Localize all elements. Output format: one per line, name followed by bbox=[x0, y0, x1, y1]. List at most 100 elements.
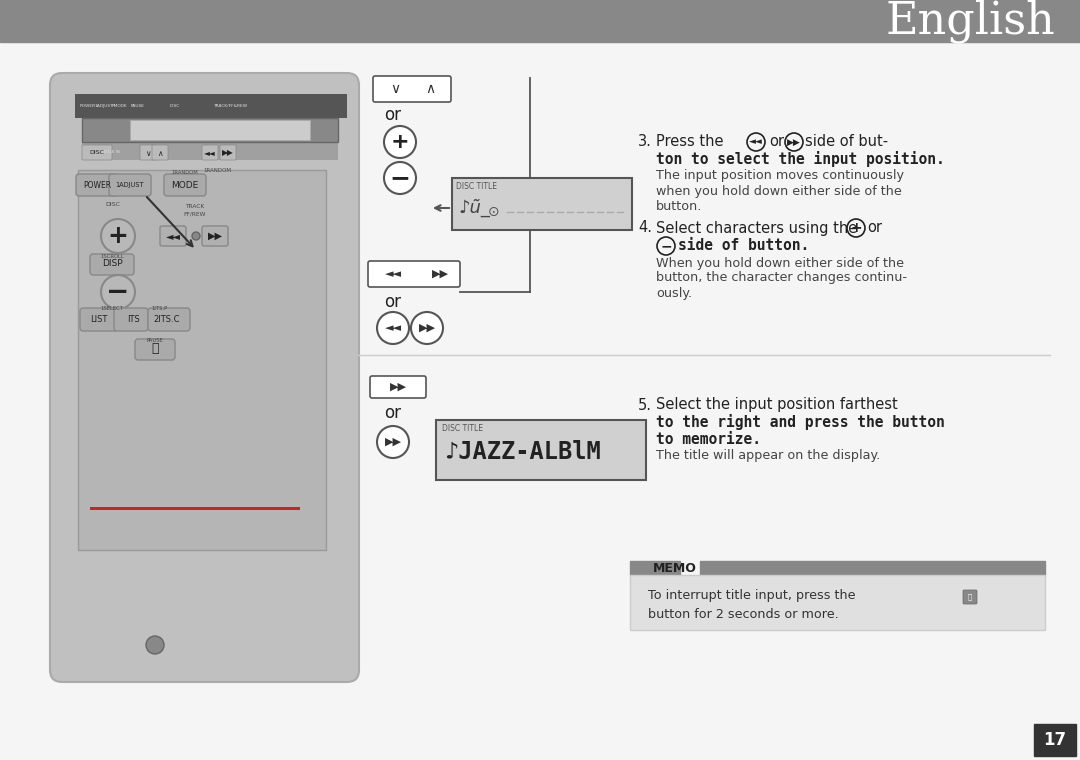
Circle shape bbox=[384, 126, 416, 158]
Text: TRACK: TRACK bbox=[186, 204, 204, 210]
Text: ▶▶: ▶▶ bbox=[222, 148, 234, 157]
Circle shape bbox=[146, 636, 164, 654]
FancyBboxPatch shape bbox=[76, 174, 118, 196]
Text: +: + bbox=[108, 224, 129, 248]
Text: ton to select the input position.: ton to select the input position. bbox=[656, 151, 945, 167]
Text: ∧: ∧ bbox=[158, 148, 163, 157]
Text: Select the input position farthest: Select the input position farthest bbox=[656, 397, 897, 413]
FancyBboxPatch shape bbox=[164, 174, 206, 196]
Text: ♪JAZZ-ALBlM: ♪JAZZ-ALBlM bbox=[444, 440, 600, 464]
FancyBboxPatch shape bbox=[160, 226, 186, 246]
Bar bbox=[90, 507, 300, 510]
Text: DISC TITLE: DISC TITLE bbox=[442, 424, 483, 433]
Bar bbox=[1034, 724, 1076, 756]
Bar bbox=[82, 142, 338, 160]
Text: TRACK/FF&REW: TRACK/FF&REW bbox=[213, 104, 247, 108]
Text: When you hold down either side of the: When you hold down either side of the bbox=[656, 257, 904, 270]
Bar bbox=[0, 0, 1080, 42]
Text: DISC: DISC bbox=[90, 150, 105, 154]
Text: Press the: Press the bbox=[656, 135, 724, 150]
FancyBboxPatch shape bbox=[140, 145, 156, 160]
Text: −: − bbox=[660, 239, 672, 253]
Text: MEMO: MEMO bbox=[653, 562, 697, 575]
Text: when you hold down either side of the: when you hold down either side of the bbox=[656, 185, 902, 198]
Bar bbox=[78, 170, 326, 550]
Text: DISC TITLE: DISC TITLE bbox=[456, 182, 497, 191]
FancyBboxPatch shape bbox=[148, 308, 190, 331]
Bar bbox=[82, 118, 338, 142]
Text: 2ITS.C: 2ITS.C bbox=[153, 315, 180, 325]
Text: to memorize.: to memorize. bbox=[656, 432, 761, 447]
Circle shape bbox=[192, 232, 200, 240]
Text: ▶▶: ▶▶ bbox=[419, 323, 435, 333]
Bar bbox=[436, 420, 646, 480]
Text: button.: button. bbox=[656, 200, 702, 213]
FancyBboxPatch shape bbox=[135, 339, 175, 360]
Text: ▶▶: ▶▶ bbox=[207, 231, 222, 241]
Text: 1RANDOM: 1RANDOM bbox=[203, 167, 231, 173]
FancyBboxPatch shape bbox=[220, 145, 237, 160]
FancyBboxPatch shape bbox=[114, 308, 148, 331]
Text: ▶▶: ▶▶ bbox=[432, 269, 448, 279]
Text: 1ADJUST: 1ADJUST bbox=[95, 104, 113, 108]
Text: 1RANDOM: 1RANDOM bbox=[172, 170, 199, 176]
FancyBboxPatch shape bbox=[80, 308, 118, 331]
Text: PMODE: PMODE bbox=[111, 104, 126, 108]
Text: or: or bbox=[867, 220, 882, 236]
Text: or: or bbox=[769, 135, 784, 150]
Bar bbox=[630, 561, 680, 575]
Text: or: or bbox=[384, 106, 401, 124]
Bar bbox=[700, 561, 1045, 575]
Text: ◄◄: ◄◄ bbox=[384, 269, 402, 279]
Text: −: − bbox=[106, 278, 130, 306]
Text: 3.: 3. bbox=[638, 135, 652, 150]
Text: FF/REW: FF/REW bbox=[184, 211, 206, 217]
Circle shape bbox=[102, 219, 135, 253]
Circle shape bbox=[377, 426, 409, 458]
Text: PAUSE: PAUSE bbox=[131, 104, 145, 108]
FancyBboxPatch shape bbox=[373, 76, 451, 102]
Text: button for 2 seconds or more.: button for 2 seconds or more. bbox=[648, 609, 839, 622]
Text: MODE: MODE bbox=[172, 181, 199, 189]
Text: or: or bbox=[384, 404, 401, 422]
Text: ⊙: ⊙ bbox=[488, 205, 500, 219]
Text: DISP: DISP bbox=[102, 259, 122, 268]
Text: To interrupt title input, press the: To interrupt title input, press the bbox=[648, 588, 855, 601]
FancyBboxPatch shape bbox=[202, 145, 218, 160]
Circle shape bbox=[102, 275, 135, 309]
Bar bbox=[75, 94, 347, 118]
Text: The title will appear on the display.: The title will appear on the display. bbox=[656, 448, 880, 461]
Text: DISC: DISC bbox=[106, 202, 121, 207]
FancyBboxPatch shape bbox=[90, 254, 134, 275]
Text: ∧: ∧ bbox=[424, 82, 435, 96]
Text: ◄◄: ◄◄ bbox=[204, 148, 216, 157]
Text: ◄◄: ◄◄ bbox=[384, 323, 402, 333]
Circle shape bbox=[411, 312, 443, 344]
Text: ITS: ITS bbox=[126, 315, 139, 325]
Text: Select characters using the: Select characters using the bbox=[656, 220, 858, 236]
Text: +: + bbox=[850, 221, 862, 235]
Text: +: + bbox=[391, 132, 409, 152]
Text: 4.: 4. bbox=[638, 220, 652, 236]
Text: button, the character changes continu-: button, the character changes continu- bbox=[656, 271, 907, 284]
Bar bbox=[630, 575, 1045, 630]
Circle shape bbox=[384, 162, 416, 194]
Text: 1SCROLL: 1SCROLL bbox=[100, 255, 124, 259]
Text: ▶▶: ▶▶ bbox=[384, 437, 402, 447]
Text: PAUSE: PAUSE bbox=[147, 337, 163, 343]
Text: POWER: POWER bbox=[83, 181, 111, 189]
Text: ⏸: ⏸ bbox=[151, 343, 159, 356]
Text: POWER: POWER bbox=[80, 104, 96, 108]
Text: ▶▶: ▶▶ bbox=[787, 138, 801, 147]
Text: ◄◄: ◄◄ bbox=[750, 138, 762, 147]
FancyBboxPatch shape bbox=[50, 73, 359, 682]
Text: side of but-: side of but- bbox=[805, 135, 888, 150]
FancyBboxPatch shape bbox=[109, 174, 151, 196]
Text: ◄◄: ◄◄ bbox=[165, 231, 180, 241]
Text: DISC: DISC bbox=[170, 104, 180, 108]
Text: 1SELECT: 1SELECT bbox=[100, 306, 123, 312]
Text: The input position moves continuously: The input position moves continuously bbox=[656, 169, 904, 182]
Text: English: English bbox=[886, 0, 1055, 43]
Bar bbox=[130, 120, 310, 140]
FancyBboxPatch shape bbox=[82, 145, 112, 160]
